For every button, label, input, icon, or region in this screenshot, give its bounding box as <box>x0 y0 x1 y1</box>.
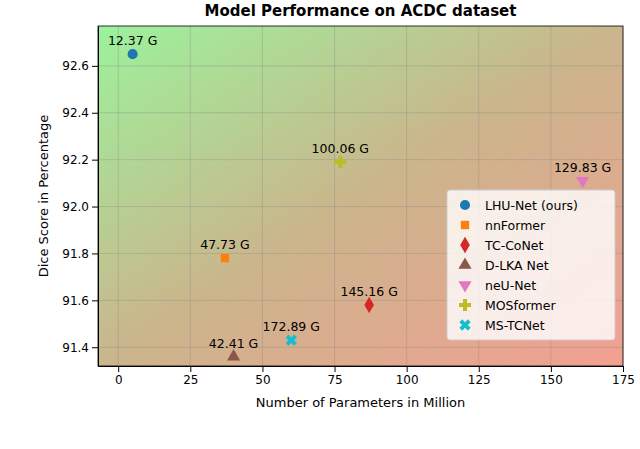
grid <box>98 26 623 366</box>
tick-mark <box>623 366 624 372</box>
legend-label: nnFormer <box>485 218 546 233</box>
y-axis-title: Dice Score in Percentage <box>36 115 51 278</box>
x-axis: 0 25 50 75 100 125 150 175 <box>99 366 635 387</box>
tick-label: 92.0 <box>62 200 89 214</box>
axis-line <box>99 366 624 367</box>
tick-mark <box>92 160 98 161</box>
grid-line <box>98 347 623 348</box>
grid-line <box>262 26 263 366</box>
tick: 125 <box>468 366 491 387</box>
tick: 25 <box>183 366 198 387</box>
tick-label: 50 <box>255 373 270 387</box>
point-label: 47.73 G <box>200 237 249 252</box>
tick-mark <box>92 66 98 67</box>
tick: 92.0 <box>62 200 98 214</box>
tick-mark <box>262 366 263 372</box>
point-label: 12.37 G <box>108 33 157 48</box>
tick-mark <box>92 113 98 114</box>
tick: 100 <box>396 366 419 387</box>
legend-label: TC-CoNet <box>484 238 544 253</box>
legend-marker <box>459 299 471 311</box>
grid-line <box>98 65 623 66</box>
legend-label: LHU-Net (ours) <box>485 198 578 213</box>
axis-line <box>98 27 99 367</box>
legend-label: MOSformer <box>485 298 556 313</box>
tick-label: 91.4 <box>62 341 89 355</box>
tick: 150 <box>540 366 563 387</box>
point <box>128 49 138 59</box>
tick-label: 92.6 <box>62 59 89 73</box>
x-axis-title: Number of Parameters in Million <box>256 395 465 410</box>
grid-line <box>98 159 623 160</box>
tick-label: 150 <box>540 373 563 387</box>
tick-label: 92.4 <box>62 106 89 120</box>
tick-label: 0 <box>115 373 123 387</box>
grid-line <box>334 26 335 366</box>
plot-frame <box>98 26 623 366</box>
plot-background <box>98 26 623 366</box>
grid-line <box>118 26 119 366</box>
legend-marker <box>457 317 474 334</box>
point-label: 145.16 G <box>340 284 397 299</box>
tick-label: 92.2 <box>62 153 89 167</box>
tick-label: 91.6 <box>62 294 89 308</box>
legend-box <box>447 190 615 340</box>
legend: LHU-Net (ours) nnFormer TC-CoNet D-LKA Net n… <box>447 190 615 340</box>
point <box>221 254 229 262</box>
tick: 75 <box>327 366 342 387</box>
tick-mark <box>190 366 191 372</box>
legend-marker <box>461 221 469 229</box>
tick: 175 <box>612 366 635 387</box>
point <box>227 349 240 360</box>
tick: 92.2 <box>62 153 98 167</box>
tick-mark <box>118 366 119 372</box>
tick-mark <box>92 347 98 348</box>
tick-label: 91.8 <box>62 247 89 261</box>
tick: 92.4 <box>62 106 98 120</box>
y-axis: 91.4 91.6 91.8 92.0 92.2 92.4 92.6 <box>62 27 98 367</box>
chart: 025507510012515017591.491.691.892.092.29… <box>0 0 640 449</box>
point <box>334 156 346 168</box>
grid-line <box>98 112 623 113</box>
tick-label: 125 <box>468 373 491 387</box>
point <box>364 297 374 314</box>
point-label: 172.89 G <box>263 319 320 334</box>
legend-label: D-LKA Net <box>485 258 549 273</box>
title: Model Performance on ACDC dataset <box>205 2 517 20</box>
point-label: 100.06 G <box>312 141 369 156</box>
point-label: 129.83 G <box>554 160 611 175</box>
tick: 91.6 <box>62 294 98 308</box>
grid-line <box>406 26 407 366</box>
legend-marker <box>458 257 471 268</box>
tick-label: 175 <box>612 373 635 387</box>
legend-label: neU-Net <box>485 278 536 293</box>
legend-label: MS-TCNet <box>485 318 545 333</box>
point <box>576 177 589 188</box>
grid-line <box>190 26 191 366</box>
tick-mark <box>335 366 336 372</box>
tick: 0 <box>115 366 123 387</box>
legend-marker <box>460 200 470 210</box>
tick-label: 25 <box>183 373 198 387</box>
tick-label: 75 <box>327 373 342 387</box>
tick-mark <box>92 300 98 301</box>
tick-label: 100 <box>396 373 419 387</box>
legend-marker <box>460 237 470 254</box>
plot: 025507510012515017591.491.691.892.092.29… <box>62 26 635 387</box>
point-label: 42.41 G <box>209 336 258 351</box>
point <box>283 332 300 349</box>
tick-mark <box>479 366 480 372</box>
tick-mark <box>551 366 552 372</box>
tick: 91.4 <box>62 341 98 355</box>
legend-marker <box>458 281 471 292</box>
tick: 92.6 <box>62 59 98 73</box>
tick-mark <box>407 366 408 372</box>
tick: 50 <box>255 366 270 387</box>
tick-mark <box>92 253 98 254</box>
tick-mark <box>92 207 98 208</box>
tick: 91.8 <box>62 247 98 261</box>
